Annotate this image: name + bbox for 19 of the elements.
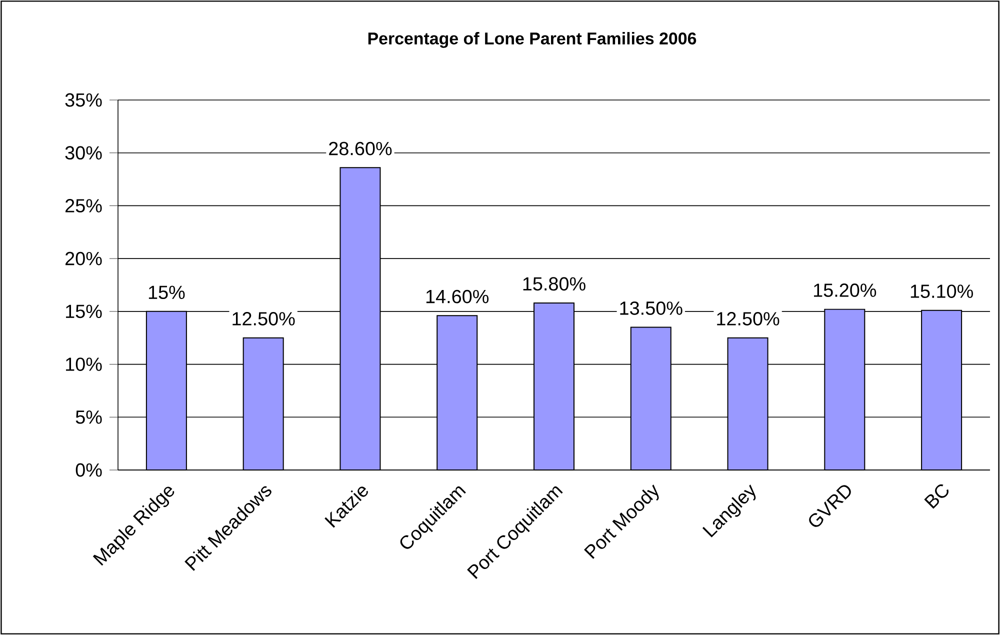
data-label: 15% [148,286,185,300]
data-label: 12.50% [232,312,295,326]
y-tick-label: 25% [66,199,102,212]
chart-title: Percentage of Lone Parent Families 2006 [368,32,696,48]
y-tick-label: 30% [65,146,102,160]
data-label: 12.50% [717,312,780,326]
y-tick-label: 20% [66,252,102,266]
data-label: 13.50% [620,301,682,315]
y-tick-label: 10% [66,358,102,371]
data-label: 15.80% [523,277,586,291]
data-label: 28.60% [329,142,392,156]
data-label: 15.10% [910,284,973,298]
data-label: 15.20% [814,284,876,297]
y-tick-label: 0% [76,463,102,477]
x-tick-label: BC [924,484,948,509]
y-tick-label: 35% [65,93,102,107]
data-label: 14.60% [426,290,489,304]
y-tick-label: 5% [76,410,102,424]
y-tick-label: 15% [66,304,102,318]
